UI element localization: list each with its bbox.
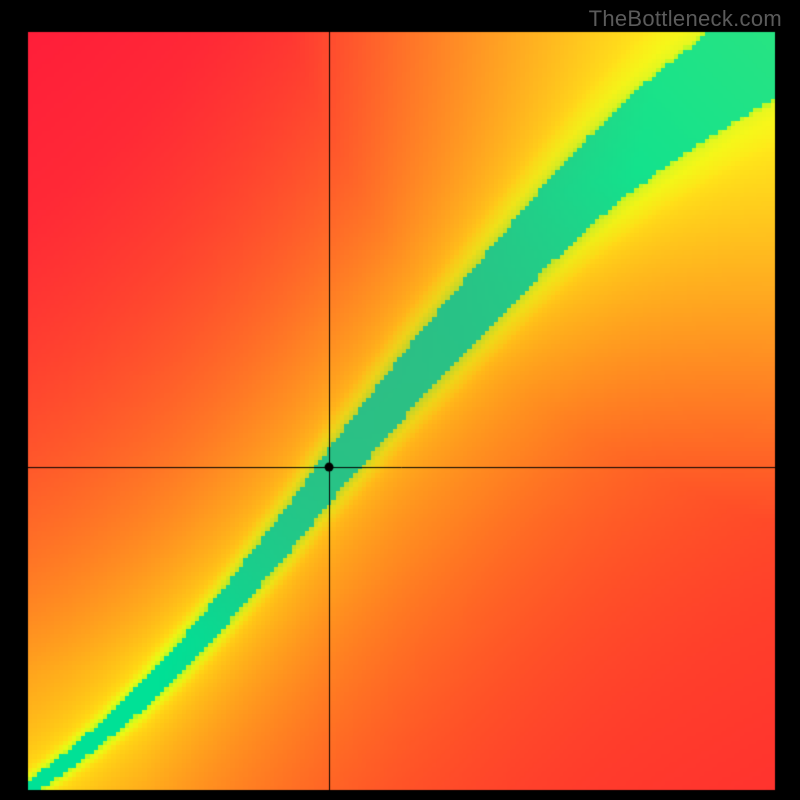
watermark-text: TheBottleneck.com [589, 6, 782, 32]
chart-container: { "watermark": { "text": "TheBottleneck.… [0, 0, 800, 800]
bottleneck-heatmap [0, 0, 800, 800]
